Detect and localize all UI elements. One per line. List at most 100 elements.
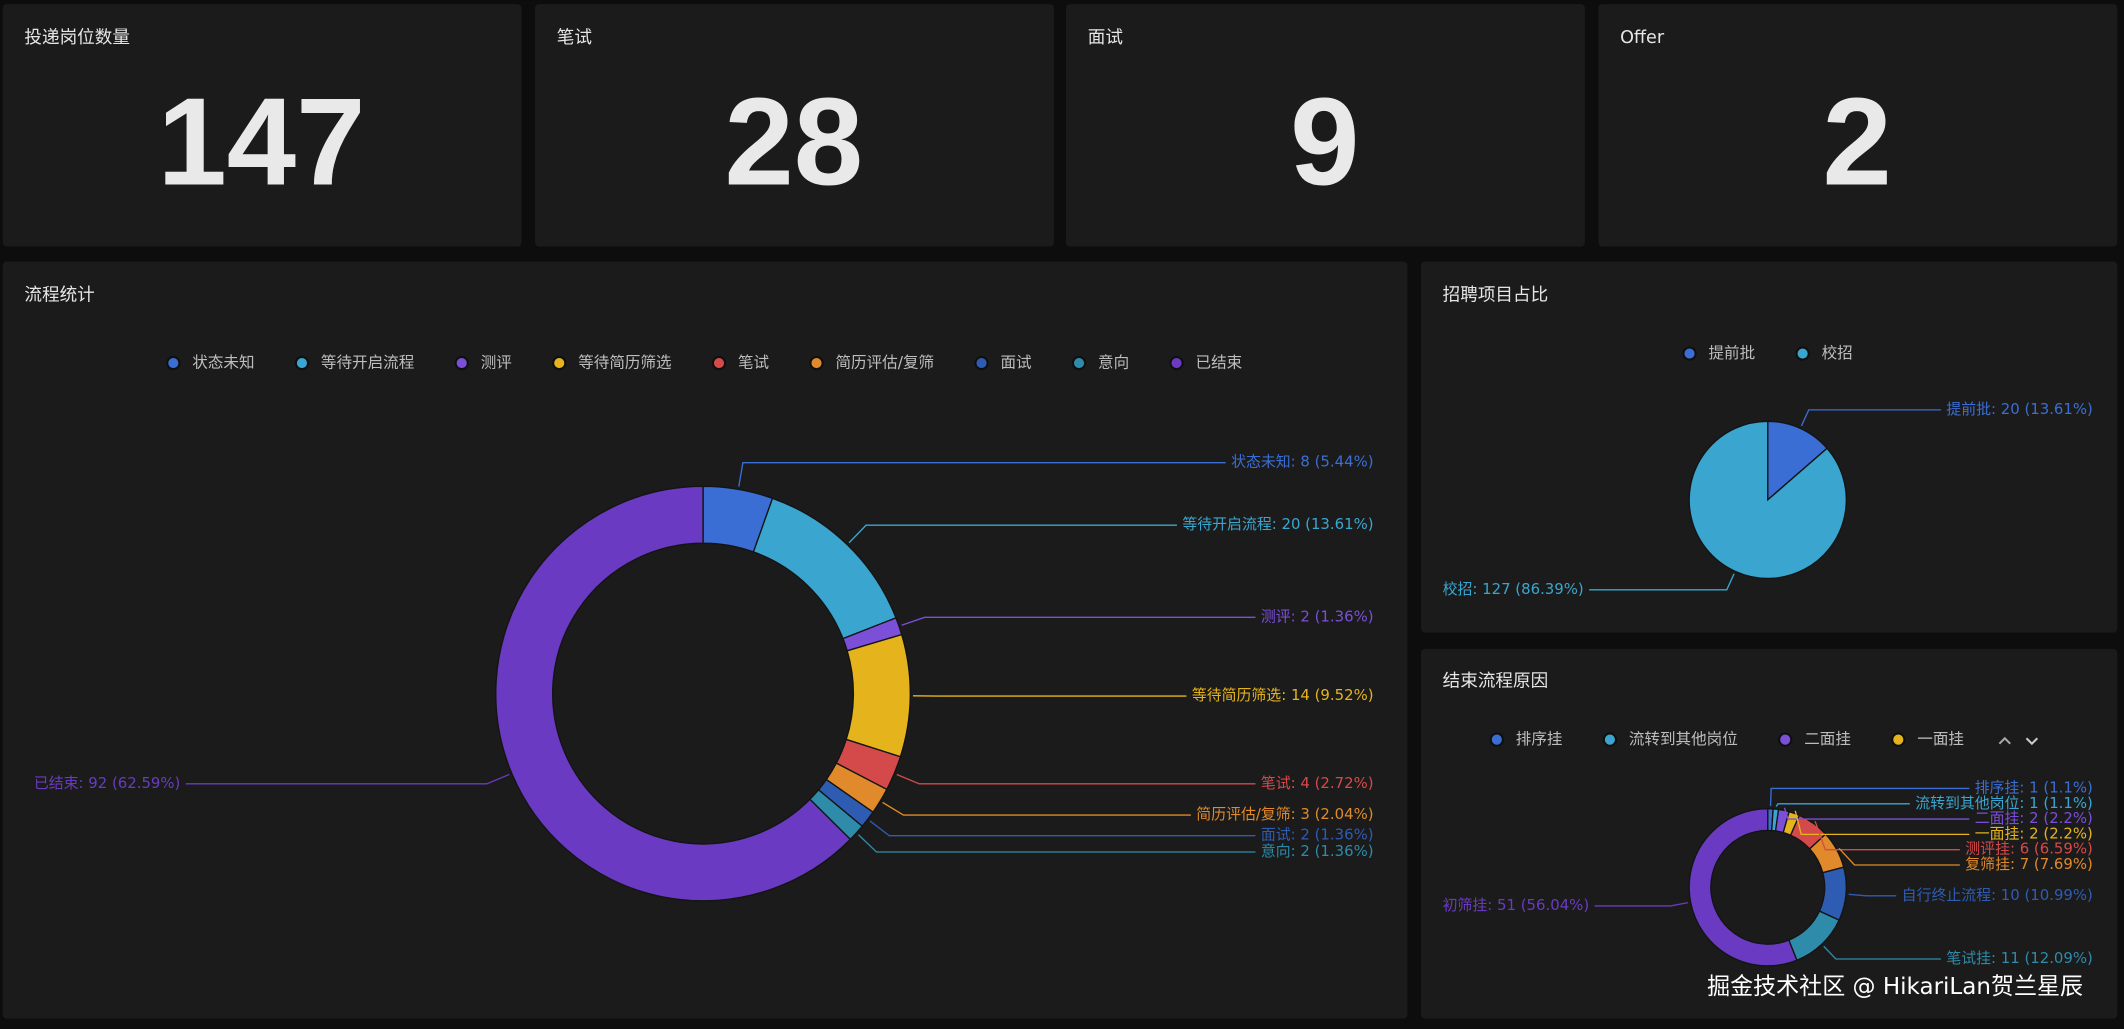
data-label: 意向: 2 (1.36%) xyxy=(1261,842,1374,860)
card-title: 面试 xyxy=(1088,28,1123,48)
slice xyxy=(495,485,852,902)
leader-line xyxy=(848,524,1177,544)
legend-items: 提前批 校招 xyxy=(1682,344,1853,362)
leader-line xyxy=(1838,847,1960,866)
data-label: 排序挂: 1 (1.1%) xyxy=(1975,778,2093,796)
leader-line xyxy=(901,616,1256,626)
leader-line xyxy=(185,773,510,785)
card-title: 笔试 xyxy=(557,28,592,48)
legend-items: 状态未知 等待开启流程 测评 等待简历筛选 笔试 简历评估/复筛 面试 意向 已结束 xyxy=(166,353,1243,372)
data-label: 等待简历筛选: 14 (9.52%) xyxy=(1192,686,1374,704)
slice xyxy=(1767,420,1828,502)
data-label: 一面挂: 2 (2.2%) xyxy=(1975,824,2093,842)
data-label: 已结束: 92 (62.59%) xyxy=(34,774,181,792)
leader-line xyxy=(1794,810,1970,836)
slice xyxy=(1688,808,1798,967)
data-label: 提前批: 20 (13.61%) xyxy=(1946,400,2093,418)
card-value: 9 xyxy=(1290,73,1359,212)
legend-marker xyxy=(1891,732,1906,747)
data-label: 测评: 2 (1.36%) xyxy=(1261,607,1374,625)
legend-marker xyxy=(809,355,824,371)
leader-line xyxy=(896,773,1256,785)
data-label: 简历评估/复筛: 3 (2.04%) xyxy=(1196,805,1373,823)
data-label: 流转到其他岗位: 1 (1.1%) xyxy=(1915,794,2093,812)
leader-line xyxy=(1769,787,1970,807)
data-label: 测评挂: 6 (6.59%) xyxy=(1965,840,2093,858)
leader-line xyxy=(857,834,1256,853)
legend-label: 等待开启流程 xyxy=(321,354,414,372)
leader-line xyxy=(869,820,1256,837)
leader-line xyxy=(738,461,1226,487)
leader-line xyxy=(1589,573,1735,591)
legend-marker xyxy=(294,355,310,371)
legend-marker xyxy=(1682,346,1697,361)
legend: 状态未知 等待开启流程 测评 等待简历筛选 笔试 简历评估/复筛 面试 意向 已结束 xyxy=(166,353,1243,372)
legend-marker xyxy=(1778,732,1793,747)
data-label: 复筛挂: 7 (7.69%) xyxy=(1965,855,2093,873)
data-label: 面试: 2 (1.36%) xyxy=(1261,826,1374,844)
legend-label: 面试 xyxy=(1000,354,1032,372)
slice xyxy=(845,633,911,758)
data-label: 二面挂: 2 (2.2%) xyxy=(1975,809,2093,827)
legend-marker xyxy=(454,355,469,371)
data-label: 笔试挂: 11 (12.09%) xyxy=(1946,949,2093,967)
data-label: 笔试: 4 (2.72%) xyxy=(1261,774,1374,792)
legend-marker xyxy=(1489,732,1504,747)
legend-marker xyxy=(1602,732,1618,747)
legend: 排序挂流转到其他岗位二面挂一面挂测评挂复筛挂自行终止流程笔试挂初筛挂 xyxy=(1489,730,1964,748)
legend-page-down[interactable] xyxy=(2025,737,2039,746)
card-title: Offer xyxy=(1620,28,1665,48)
leader-line xyxy=(1775,803,1910,807)
data-label: 校招: 127 (86.39%) xyxy=(1443,580,1584,598)
legend-label: 二面挂 xyxy=(1804,730,1851,748)
data-label: 初筛挂: 51 (56.04%) xyxy=(1443,896,1590,914)
leader-line xyxy=(1783,807,1970,820)
data-label: 自行终止流程: 10 (10.99%) xyxy=(1902,886,2093,904)
legend-label: 简历评估/复筛 xyxy=(835,353,934,372)
legend-marker xyxy=(1795,346,1810,361)
card-value: 2 xyxy=(1822,73,1891,212)
slice xyxy=(1688,420,1847,580)
chart-title: 流程统计 xyxy=(24,285,94,305)
leader-line xyxy=(1800,409,1941,427)
chart: 排序挂: 1 (1.1%)流转到其他岗位: 1 (1.1%)二面挂: 2 (2.… xyxy=(1443,730,2093,967)
legend-label: 笔试 xyxy=(738,354,770,372)
legend-label: 排序挂 xyxy=(1516,730,1563,748)
chart-title: 招聘项目占比 xyxy=(1443,285,1549,305)
legend-label: 意向 xyxy=(1098,353,1129,372)
legend-label: 等待简历筛选 xyxy=(578,353,672,372)
legend-label: 提前批 xyxy=(1709,344,1756,362)
legend-label: 测评 xyxy=(481,354,512,372)
leader-line xyxy=(1814,820,1960,851)
leader-line xyxy=(1594,901,1689,907)
legend-label: 已结束 xyxy=(1196,354,1243,372)
legend-label: 流转到其他岗位 xyxy=(1629,730,1738,748)
legend-marker xyxy=(1071,355,1087,371)
legend-marker xyxy=(552,355,567,371)
chart-title: 结束流程原因 xyxy=(1443,671,1549,691)
legend-label: 状态未知 xyxy=(192,354,254,372)
leader-line xyxy=(1823,945,1941,960)
card xyxy=(1066,4,1585,247)
card-value: 28 xyxy=(724,73,863,212)
card xyxy=(1598,4,2118,247)
leader-line xyxy=(1848,893,1897,897)
legend-items: 排序挂流转到其他岗位二面挂一面挂测评挂复筛挂自行终止流程笔试挂初筛挂 xyxy=(1489,730,1964,748)
chart: 提前批: 20 (13.61%) 校招: 127 (86.39%) 提前批 校招 xyxy=(1443,344,2093,598)
chart: 状态未知: 8 (5.44%) 等待开启流程: 20 (13.61%) 测评: 2 … xyxy=(34,353,1374,902)
watermark: 掘金技术社区 @ HikariLan贺兰星辰 xyxy=(1707,974,2083,1000)
legend-marker xyxy=(711,355,727,371)
legend-marker xyxy=(974,355,989,371)
data-label: 状态未知: 8 (5.44%) xyxy=(1231,453,1373,471)
card xyxy=(535,4,1054,247)
legend: 提前批 校招 xyxy=(1682,344,1853,362)
legend-marker xyxy=(166,355,181,371)
legend-page-up[interactable] xyxy=(1998,736,2011,745)
card xyxy=(2,4,522,247)
card-value: 147 xyxy=(157,73,365,212)
panel xyxy=(2,261,1408,1019)
panel xyxy=(1420,648,2118,1019)
legend-marker xyxy=(1169,355,1184,371)
